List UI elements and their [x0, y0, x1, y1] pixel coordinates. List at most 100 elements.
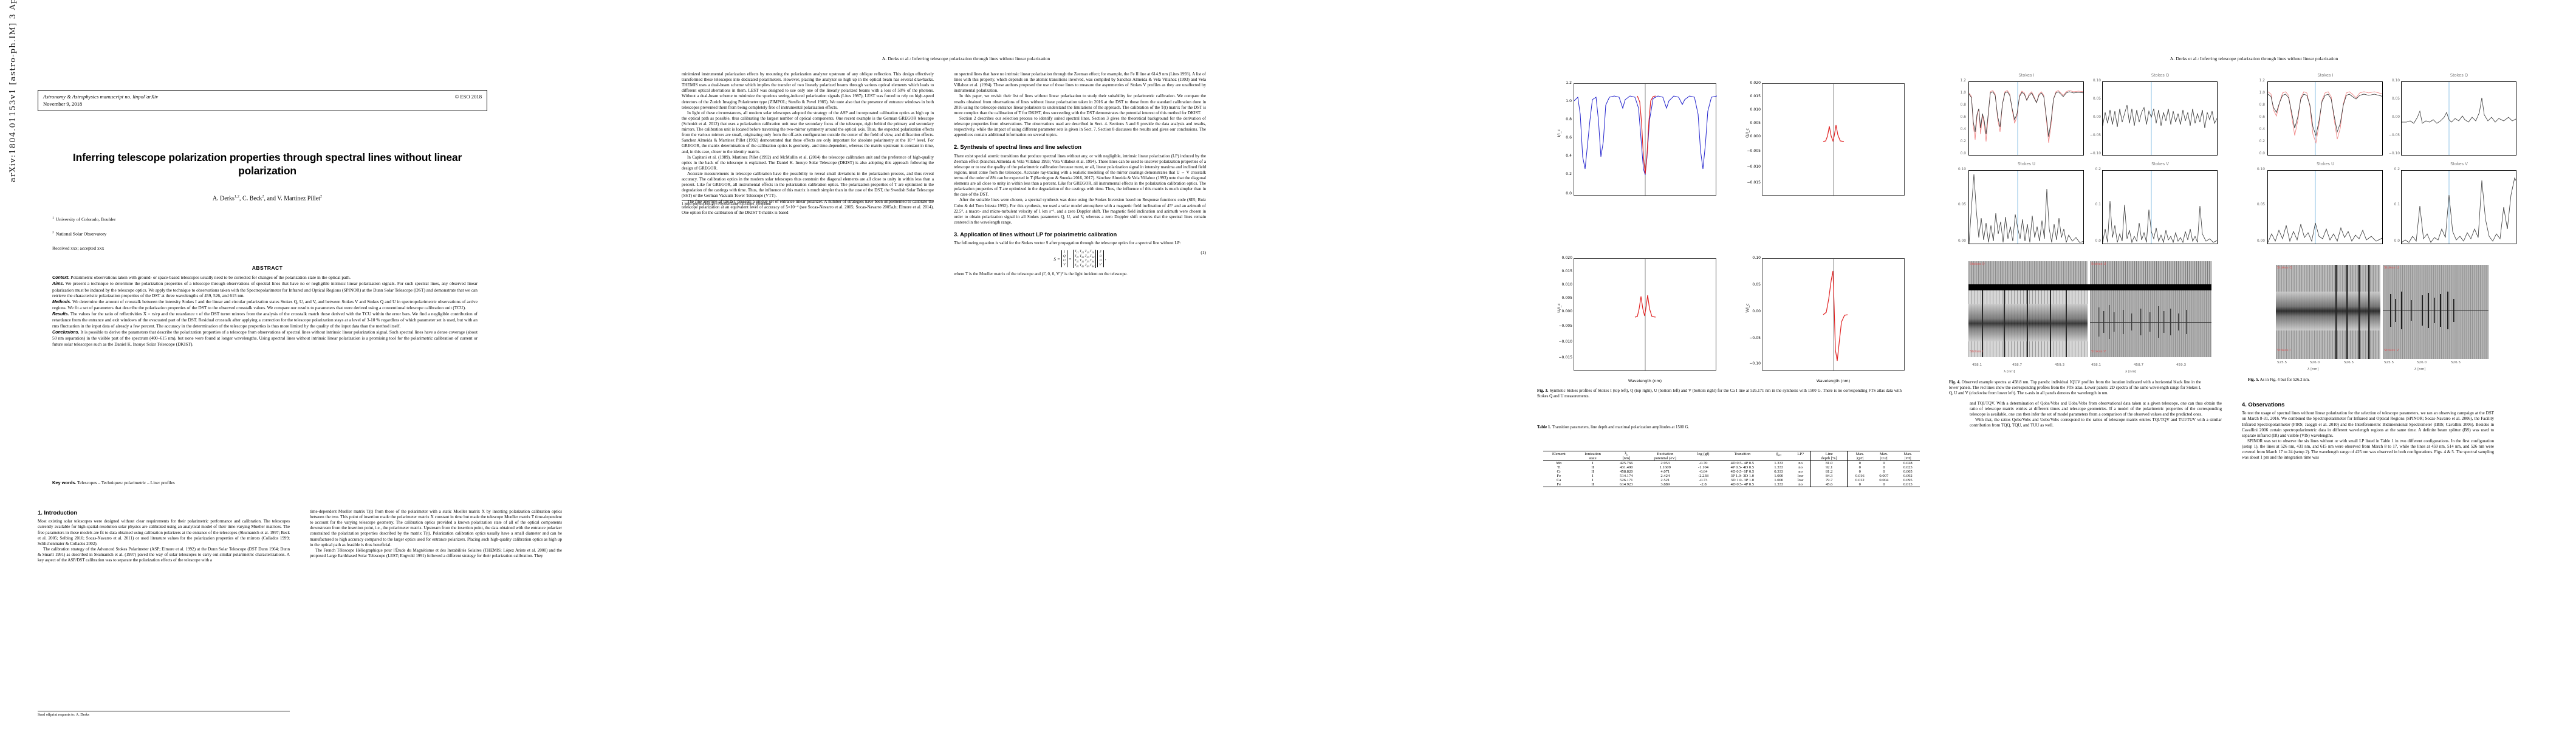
cell-ionization: II [1591, 465, 1594, 470]
manuscript-line-1: © ESO 2018 Astronomy & Astrophysics manus… [43, 94, 482, 100]
cell-loggf: -1.104 [1698, 465, 1709, 470]
ytick: 0.2 [2394, 168, 2400, 171]
ytick: 0.020 [1561, 256, 1572, 260]
ytick: −0.04 [1346, 366, 1358, 370]
spectrogram-label-q: Stokes Q [1970, 262, 1985, 266]
affiliation-2: 2 National Solar Observatory [52, 231, 107, 237]
ytick: 0.010 [1561, 282, 1572, 287]
ytick: −0.05 [2089, 134, 2101, 137]
cell-excitation: 2.521 [1660, 478, 1670, 483]
ytick: 0.6 [2259, 115, 2265, 119]
footnote-url: 1 http://physics.nist.gov/PhysRefData/AS… [682, 199, 934, 207]
xtick: 458.1 [2091, 363, 2102, 367]
author-list: A. Derks1,2, C. Beck2, and V. Martínez P… [212, 194, 323, 202]
fig4-stokes-v-axes [2102, 170, 2218, 244]
abstract-heading: ABSTRACT [252, 265, 283, 271]
col-ionization: Ionization [1574, 451, 1611, 457]
xtick: 526.5 [2344, 361, 2354, 364]
ytick: 0.8 [1960, 103, 1966, 107]
col-sub [1543, 456, 1575, 461]
cell-loggf: -2.8 [1700, 482, 1707, 487]
xtick: 0.0 [1464, 216, 1470, 220]
cell-element: Ti [1557, 465, 1561, 470]
col-sub-potential: potential (eV) [1654, 456, 1677, 461]
fig5-stokes-i-plot [2268, 82, 2382, 155]
paragraph: SPINOR was set to observe the six lines … [2242, 438, 2494, 460]
panel-title-stokes-q: Stokes Q [2151, 73, 2170, 78]
paragraph: as Ca I at 526.2 nm, are generally bette… [1326, 462, 1578, 478]
cell-transition: 4D 0.5- 6F 0.5 [1730, 470, 1755, 474]
ytick: −0.10 [1749, 361, 1761, 366]
paragraph: Section 2 describes our selection proces… [954, 115, 1206, 138]
paragraph: The following equation is valid for the … [954, 241, 1181, 246]
cell-lp: no [1798, 465, 1803, 470]
table-row: Fe I 514.174 2.424 -2.238 3P 1.0- 3D 1.0… [1543, 474, 1920, 479]
page4-column-right: 4. Observations To test the usage of spe… [2242, 401, 2494, 460]
paragraph: The fine aperture of DKIST presents a un… [682, 199, 934, 215]
xaxis-label: λ [nm] [2414, 368, 2426, 371]
paragraph: There exist special atomic transitions t… [954, 153, 1206, 197]
fig5-stokes-q-plot [2402, 82, 2516, 155]
page-title: Inferring telescope polarization propert… [72, 151, 462, 177]
cell-geff: 1.000 [1774, 478, 1784, 483]
ytick: 0.2 [2095, 168, 2101, 171]
page2-column-right: on spectral lines that have no intrinsic… [954, 72, 1206, 277]
spectrogram-label-v: Stokes V [2091, 350, 2106, 354]
cell-transition: 4D 0.5- 4P 0.5 [1730, 482, 1755, 487]
ytick: 0.010 [1750, 108, 1761, 112]
cell-lp: low [1797, 478, 1804, 483]
col-sub [1767, 456, 1790, 461]
xtick: 458.7 [2134, 363, 2144, 367]
fig3-Q-plot [1823, 84, 1845, 196]
ytick: 0.00 [2256, 239, 2265, 243]
paragraph: and TQI/TQV. With a determination of Qob… [1970, 401, 2222, 417]
ytick: 0.0 [2259, 152, 2265, 156]
cell-ionization: II [1591, 470, 1594, 474]
panel-title-stokes-q: Stokes Q [2450, 73, 2468, 78]
page-4: A. Derks et al.: Inferring telescope pol… [1932, 0, 2576, 729]
fig3-V-xlabel: Wavelength (nm) [1816, 378, 1851, 383]
ytick: 0.4 [1566, 154, 1572, 158]
spectrogram-label-i: Stokes I [1970, 350, 1983, 354]
section-heading-observations: 4. Observations [2242, 401, 2285, 408]
fig5-stokes-u-plot [2268, 171, 2382, 244]
cell-element: Mn [1543, 460, 1575, 466]
panel-title-stokes-v: Stokes V [2151, 162, 2169, 166]
abstract-aims: Aims. We present a technique to determin… [52, 281, 478, 299]
xtick: 526.0 [2310, 361, 2320, 364]
ytick: −0.005 [1747, 149, 1761, 153]
cell-transition: 4P 0.5- 4D 0.5 [1730, 465, 1755, 470]
figure-4-profiles: Stokes I Stokes Q 1.2 1.0 0.8 0.6 0.4 0.… [1949, 73, 2235, 256]
ytick: 0.6 [1352, 136, 1358, 140]
ytick: 1.2 [2259, 79, 2265, 83]
ytick: 0.8 [2259, 103, 2265, 107]
col-lp: LP? [1790, 451, 1811, 457]
xtick: −0.2 [1376, 385, 1386, 389]
ytick: 0.2 [2259, 140, 2265, 143]
col-sub [1790, 456, 1810, 461]
ytick: −0.10 [2388, 152, 2400, 156]
section-heading-synthesis: 2. Synthesis of spectral lines and line … [954, 143, 1081, 151]
cell-lp: no [1798, 482, 1803, 487]
table-row: Ca I 526.171 2.521 -0.73 3D 1.0- 3P 1.0 … [1543, 478, 1920, 483]
paragraph: The calibration strategy of the Advanced… [38, 546, 290, 563]
figure-1-caption: Fig. 1. Synthetic Stokes profiles of Sto… [1306, 427, 1558, 437]
page2-column-left: minimized instrumental polarization effe… [682, 72, 934, 216]
abstract-body: Context. Polarimetric observations taken… [52, 275, 478, 347]
ytick: 0.05 [1958, 203, 1966, 207]
fig3-V-axes [1762, 258, 1905, 371]
paragraph: To test the usage of spectral lines with… [2242, 411, 2494, 438]
table-row: Cr II 458.820 4.071 -0.64 4D 0.5- 6F 0.5… [1543, 470, 1920, 474]
col-element: Element [1543, 451, 1575, 457]
fig3-I-plot [1574, 84, 1717, 196]
fig3-Q-ylabel: Q/I_c [1745, 128, 1750, 138]
col-loggf: log (gf) [1688, 451, 1718, 457]
fig4-stokes-i-plot [1969, 82, 2083, 155]
cell-loggf: -0.73 [1699, 478, 1708, 483]
col-sub-v: |V/I| [1904, 456, 1911, 461]
cell-lambda: 431.490 [1620, 465, 1633, 470]
ytick: 0.10 [2256, 168, 2265, 171]
cell-maxu: 0 [1883, 470, 1885, 474]
fig4-stokes-u-plot [1969, 171, 2083, 244]
